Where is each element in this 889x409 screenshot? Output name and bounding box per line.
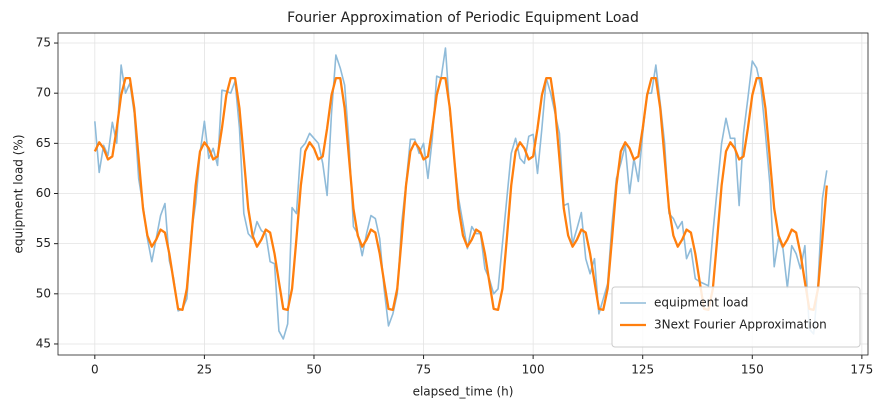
chart-title: Fourier Approximation of Periodic Equipm… xyxy=(287,10,639,26)
y-tick-label: 50 xyxy=(36,286,51,300)
y-tick-label: 60 xyxy=(36,186,51,200)
legend-label: 3Next Fourier Approximation xyxy=(654,318,827,332)
legend-label: equipment load xyxy=(654,296,748,310)
y-tick-label: 75 xyxy=(36,36,51,50)
y-tick-label: 70 xyxy=(36,86,51,100)
x-tick-label: 100 xyxy=(522,363,545,377)
data-line xyxy=(94,47,828,340)
x-tick-label: 25 xyxy=(197,363,212,377)
legend-box xyxy=(611,286,861,348)
y-tick-label: 45 xyxy=(36,336,51,350)
x-tick-label: 50 xyxy=(306,363,321,377)
y-axis-label: equipment load (%) xyxy=(12,135,26,254)
x-tick-label: 150 xyxy=(741,363,764,377)
y-tick-label: 55 xyxy=(36,236,51,250)
x-tick-label: 75 xyxy=(416,363,431,377)
plot-frame xyxy=(57,32,869,356)
x-tick-label: 0 xyxy=(91,363,99,377)
x-tick-label: 125 xyxy=(631,363,654,377)
y-tick-label: 65 xyxy=(36,136,51,150)
x-axis-label: elapsed_time (h) xyxy=(413,385,514,399)
x-tick-label: 175 xyxy=(850,363,873,377)
